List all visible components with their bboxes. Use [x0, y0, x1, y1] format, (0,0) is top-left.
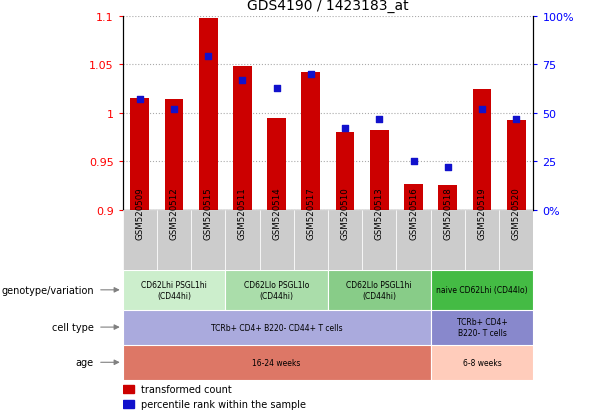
- Bar: [226, 211, 259, 271]
- Bar: [131, 99, 149, 211]
- Text: TCRb+ CD4+ B220- CD44+ T cells: TCRb+ CD4+ B220- CD44+ T cells: [211, 323, 343, 332]
- Bar: [430, 271, 533, 310]
- Bar: [430, 345, 533, 380]
- Bar: [328, 271, 430, 310]
- Bar: [336, 133, 354, 211]
- Point: [272, 85, 281, 92]
- Bar: [507, 120, 525, 211]
- Text: GSM520509: GSM520509: [135, 187, 144, 240]
- Bar: [123, 385, 134, 393]
- Text: GSM520513: GSM520513: [375, 187, 384, 240]
- Text: GSM520511: GSM520511: [238, 187, 247, 240]
- Bar: [199, 19, 218, 211]
- Text: GSM520512: GSM520512: [169, 187, 178, 240]
- Point: [340, 126, 350, 133]
- Bar: [370, 131, 389, 211]
- Text: GSM520515: GSM520515: [204, 187, 213, 240]
- Text: age: age: [76, 357, 94, 368]
- Bar: [404, 185, 423, 211]
- Text: genotype/variation: genotype/variation: [1, 285, 94, 295]
- Text: GSM520518: GSM520518: [443, 187, 452, 240]
- Bar: [328, 211, 362, 271]
- Bar: [123, 211, 157, 271]
- Bar: [123, 271, 226, 310]
- Bar: [164, 100, 183, 211]
- Point: [306, 71, 316, 78]
- Bar: [123, 345, 430, 380]
- Point: [409, 159, 419, 165]
- Bar: [157, 211, 191, 271]
- Bar: [233, 67, 252, 211]
- Bar: [123, 400, 134, 408]
- Point: [375, 116, 384, 123]
- Text: TCRb+ CD4+
B220- T cells: TCRb+ CD4+ B220- T cells: [457, 318, 508, 337]
- Text: GSM520516: GSM520516: [409, 187, 418, 240]
- Title: GDS4190 / 1423183_at: GDS4190 / 1423183_at: [247, 0, 409, 13]
- Text: GSM520519: GSM520519: [478, 187, 487, 240]
- Text: CD62Lhi PSGL1hi
(CD44hi): CD62Lhi PSGL1hi (CD44hi): [141, 280, 207, 300]
- Text: 6-8 weeks: 6-8 weeks: [463, 358, 501, 367]
- Text: CD62Llo PSGL1hi
(CD44hi): CD62Llo PSGL1hi (CD44hi): [346, 280, 412, 300]
- Point: [204, 54, 213, 61]
- Text: CD62Llo PSGL1lo
(CD44hi): CD62Llo PSGL1lo (CD44hi): [244, 280, 310, 300]
- Text: cell type: cell type: [52, 322, 94, 332]
- Bar: [302, 73, 320, 211]
- Bar: [465, 211, 499, 271]
- Bar: [430, 310, 533, 345]
- Point: [477, 107, 487, 113]
- Point: [237, 77, 247, 84]
- Bar: [123, 310, 430, 345]
- Bar: [294, 211, 328, 271]
- Text: GSM520520: GSM520520: [512, 187, 520, 240]
- Text: transformed count: transformed count: [141, 384, 232, 394]
- Bar: [499, 211, 533, 271]
- Bar: [473, 89, 492, 211]
- Text: GSM520517: GSM520517: [306, 187, 315, 240]
- Bar: [267, 119, 286, 211]
- Bar: [226, 271, 328, 310]
- Bar: [362, 211, 397, 271]
- Point: [511, 116, 521, 123]
- Bar: [191, 211, 226, 271]
- Bar: [438, 185, 457, 211]
- Text: 16-24 weeks: 16-24 weeks: [253, 358, 301, 367]
- Point: [135, 97, 145, 103]
- Bar: [397, 211, 430, 271]
- Bar: [259, 211, 294, 271]
- Text: GSM520514: GSM520514: [272, 187, 281, 240]
- Point: [443, 165, 452, 171]
- Text: GSM520510: GSM520510: [341, 187, 349, 240]
- Text: percentile rank within the sample: percentile rank within the sample: [141, 399, 306, 409]
- Text: naive CD62Lhi (CD44lo): naive CD62Lhi (CD44lo): [436, 286, 528, 294]
- Bar: [430, 211, 465, 271]
- Point: [169, 107, 179, 113]
